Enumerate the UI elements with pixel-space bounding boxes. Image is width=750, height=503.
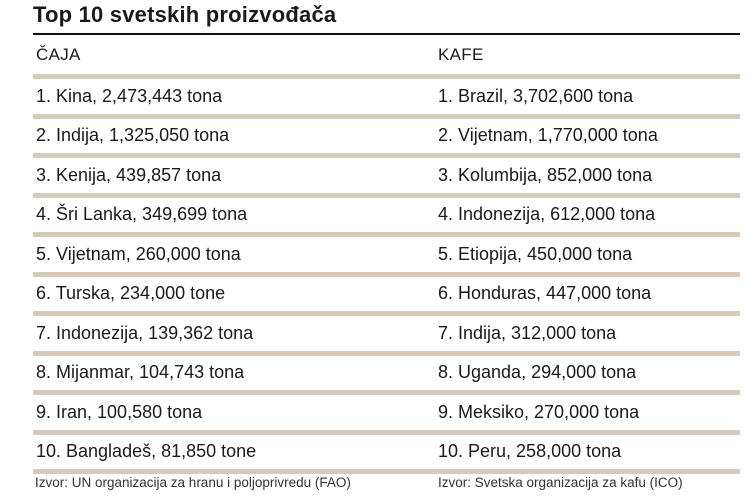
coffee-producer-cell: 5. Etiopija, 450,000 tona: [438, 243, 633, 264]
table-row: 8. Mijanmar, 104,743 tona 8. Uganda, 294,…: [33, 356, 740, 391]
table-row: 2. Indija, 1,325,050 tona 2. Vijetnam, 1,…: [33, 119, 740, 154]
table-body: 1. Kina, 2,473,443 tona 1. Brazil, 3,702,…: [33, 79, 740, 474]
row-divider: [33, 429, 740, 435]
coffee-source: Izvor: Svetska organizacija za kafu (ICO…: [438, 475, 683, 490]
coffee-producer-cell: 9. Meksiko, 270,000 tona: [438, 401, 640, 422]
table-row: 5. Vijetnam, 260,000 tona 5. Etiopija, 45…: [33, 237, 740, 272]
table-row: 7. Indonezija, 139,362 tona 7. Indija, 31…: [33, 316, 740, 351]
tea-producer-cell: 5. Vijetnam, 260,000 tona: [36, 243, 241, 264]
coffee-producer-cell: 8. Uganda, 294,000 tona: [438, 362, 637, 383]
coffee-producer-cell: 7. Indija, 312,000 tona: [438, 322, 617, 343]
coffee-producer-cell: 4. Indonezija, 612,000 tona: [438, 204, 656, 225]
row-divider: [33, 113, 740, 119]
row-divider: [33, 350, 740, 356]
row-divider: [33, 232, 740, 237]
tea-producer-cell: 2. Indija, 1,325,050 tona: [36, 125, 230, 146]
tea-producer-cell: 4. Šri Lanka, 349,699 tona: [36, 204, 248, 225]
row-divider: [33, 311, 740, 316]
coffee-producer-cell: 6. Honduras, 447,000 tona: [438, 283, 652, 304]
table-row: 3. Kenija, 439,857 tona 3. Kolumbija, 852…: [33, 158, 740, 193]
row-divider: [33, 390, 740, 395]
table-row: 9. Iran, 100,580 tona 9. Meksiko, 270,000…: [33, 395, 740, 430]
coffee-producer-cell: 2. Vijetnam, 1,770,000 tona: [438, 125, 658, 146]
tea-column-header: ČAJA: [36, 44, 81, 64]
page-title: Top 10 svetskih proizvođača: [33, 2, 337, 27]
row-divider: [33, 153, 740, 158]
tea-producer-cell: 10. Bangladeš, 81,850 tone: [36, 441, 257, 462]
producers-table: ČAJA KAFE 1. Kina, 2,473,443 tona 1. Braz…: [33, 33, 740, 474]
row-divider: [33, 74, 740, 79]
tea-producer-cell: 1. Kina, 2,473,443 tona: [36, 85, 223, 106]
row-divider: [33, 192, 740, 198]
tea-producer-cell: 9. Iran, 100,580 tona: [36, 401, 203, 422]
tea-producer-cell: 3. Kenija, 439,857 tona: [36, 164, 222, 185]
coffee-producer-cell: 10. Peru, 258,000 tona: [438, 441, 622, 462]
table-row: 4. Šri Lanka, 349,699 tona 4. Indonezija,…: [33, 198, 740, 233]
tea-producer-cell: 8. Mijanmar, 104,743 tona: [36, 362, 245, 383]
sources-footer: Izvor: UN organizacija za hranu i poljop…: [33, 475, 740, 490]
table-row: 6. Turska, 234,000 tone 6. Honduras, 447,…: [33, 277, 740, 312]
table-header-row: ČAJA KAFE: [33, 33, 740, 74]
coffee-producer-cell: 1. Brazil, 3,702,600 tona: [438, 85, 634, 106]
table-row: 1. Kina, 2,473,443 tona 1. Brazil, 3,702,…: [33, 79, 740, 114]
tea-producer-cell: 7. Indonezija, 139,362 tona: [36, 322, 254, 343]
row-divider: [33, 271, 740, 277]
coffee-column-header: KAFE: [438, 44, 484, 64]
coffee-producer-cell: 3. Kolumbija, 852,000 tona: [438, 164, 653, 185]
row-divider: [33, 469, 740, 474]
tea-producer-cell: 6. Turska, 234,000 tone: [36, 283, 226, 304]
table-row: 10. Bangladeš, 81,850 tone 10. Peru, 258,…: [33, 435, 740, 470]
tea-source: Izvor: UN organizacija za hranu i poljop…: [35, 475, 351, 490]
